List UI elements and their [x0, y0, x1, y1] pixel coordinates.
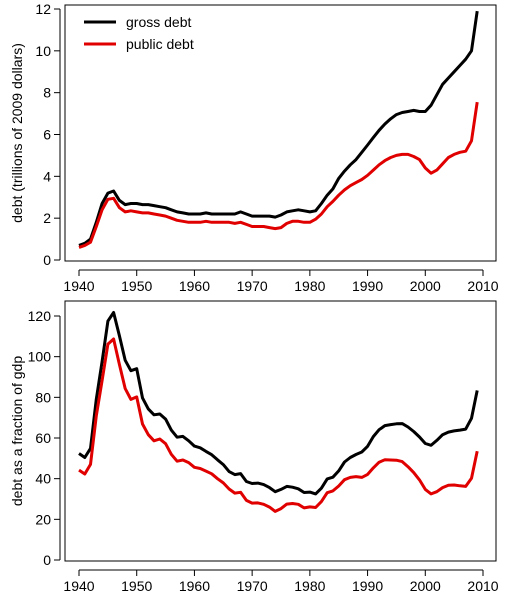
x-axis: 1940 1950 1960 1970 1980 1990 2000 2010 — [63, 269, 499, 294]
y-tick-label: 4 — [43, 168, 51, 184]
x-tick-label: 1950 — [121, 278, 152, 294]
x-tick-label: 2010 — [467, 278, 498, 294]
x-tick-label: 2010 — [467, 578, 498, 594]
legend-label-gross-debt: gross debt — [126, 14, 191, 30]
y-tick-label: 10 — [35, 43, 51, 59]
plot-frame — [64, 300, 497, 562]
y-tick-label: 8 — [43, 85, 51, 101]
x-tick-label: 1980 — [294, 278, 325, 294]
legend: gross debt public debt — [84, 14, 194, 52]
y-axis-label: debt as a fraction of gdp — [9, 356, 25, 506]
y-tick-label: 6 — [43, 127, 51, 143]
series-line-public-debt — [78, 337, 479, 513]
y-axis: 0 2 4 6 8 10 12 — [35, 1, 61, 268]
series-line-public-debt — [78, 101, 479, 249]
x-tick-label: 1950 — [121, 578, 152, 594]
gross-public-debt-chart: 0 2 4 6 8 10 12 1940 1950 1960 1970 1980 1990 2000 20… — [9, 1, 499, 294]
series-line-gross-debt — [78, 311, 479, 496]
y-axis: 0 20 40 60 80 100 120 — [28, 308, 61, 568]
y-axis-label: debt (trillions of 2009 dollars) — [9, 43, 25, 223]
x-tick-label: 1990 — [352, 278, 383, 294]
y-tick-label: 0 — [43, 252, 51, 268]
x-tick-label: 1940 — [63, 578, 94, 594]
series-group — [78, 311, 479, 513]
y-tick-label: 2 — [43, 210, 51, 226]
x-tick-label: 1960 — [179, 278, 210, 294]
x-tick-label: 2000 — [410, 578, 441, 594]
legend-label-public-debt: public debt — [126, 36, 194, 52]
plot-frame — [64, 4, 497, 262]
y-tick-label: 12 — [35, 1, 51, 17]
x-tick-label: 1970 — [237, 578, 268, 594]
y-tick-label: 0 — [43, 552, 51, 568]
x-tick-label: 1990 — [352, 578, 383, 594]
y-tick-label: 40 — [35, 471, 51, 487]
debt-to-gdp-chart: 0 20 40 60 80 100 120 1940 1950 1960 1970 1980 1990… — [9, 300, 499, 594]
series-line-gross-debt — [78, 10, 479, 247]
x-tick-label: 1970 — [237, 278, 268, 294]
x-tick-label: 1940 — [63, 278, 94, 294]
y-tick-label: 20 — [35, 511, 51, 527]
y-tick-label: 100 — [28, 349, 52, 365]
x-tick-label: 1960 — [179, 578, 210, 594]
x-axis: 1940 1950 1960 1970 1980 1990 2000 2010 — [63, 569, 499, 594]
x-tick-label: 2000 — [410, 278, 441, 294]
series-group — [78, 10, 479, 249]
x-tick-label: 1980 — [294, 578, 325, 594]
y-tick-label: 80 — [35, 389, 51, 405]
y-tick-label: 120 — [28, 308, 52, 324]
y-tick-label: 60 — [35, 430, 51, 446]
